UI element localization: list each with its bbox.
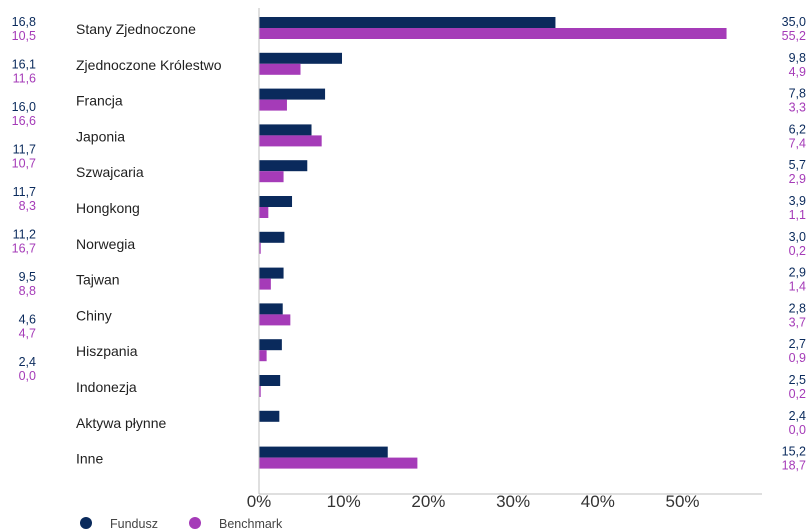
benchmark-bar (259, 350, 267, 362)
benchmark-bar (259, 386, 261, 397)
left-fund-value: 16,8 (12, 15, 36, 29)
fund-bar (259, 52, 343, 64)
benchmark-value-label: 7,4 (789, 136, 806, 150)
right-value-column: 35,055,29,84,97,83,36,27,45,72,93,91,13,… (782, 15, 806, 473)
fund-value-label: 6,2 (789, 122, 806, 136)
legend: Fundusz Benchmark (80, 517, 283, 531)
x-tick-label: 0% (247, 492, 272, 511)
x-tick-label: 30% (496, 492, 530, 511)
benchmark-value-label: 2,9 (789, 172, 806, 186)
category-label: Zjednoczone Królestwo (76, 57, 222, 73)
fund-bar (259, 196, 293, 207)
left-fund-value: 11,7 (13, 185, 36, 199)
benchmark-bar (259, 457, 418, 469)
category-label: Francja (76, 93, 123, 109)
bars-group (259, 17, 727, 469)
benchmark-value-label: 4,9 (789, 65, 806, 79)
benchmark-value-label: 0,2 (789, 244, 806, 258)
fund-value-label: 3,0 (789, 230, 806, 244)
fund-bar (259, 160, 308, 172)
fund-value-label: 9,8 (789, 51, 806, 65)
legend-fund-marker (80, 517, 92, 529)
fund-bar (259, 267, 284, 279)
fund-bar (259, 17, 556, 28)
left-fund-value: 16,1 (12, 58, 36, 72)
fund-bar (259, 446, 388, 458)
benchmark-value-label: 1,1 (789, 208, 806, 222)
left-value-column: 16,810,516,111,616,016,611,710,711,78,31… (12, 15, 36, 383)
benchmark-bar (259, 135, 322, 147)
legend-benchmark-label: Benchmark (219, 517, 283, 531)
left-fund-value: 2,4 (19, 355, 36, 369)
left-benchmark-value: 0,0 (19, 369, 36, 383)
fund-bar (259, 303, 283, 315)
fund-value-label: 2,4 (789, 409, 806, 423)
fund-bar (259, 339, 282, 351)
fund-value-label: 2,7 (789, 337, 806, 351)
benchmark-value-label: 3,3 (789, 101, 806, 115)
benchmark-value-label: 1,4 (789, 280, 806, 294)
category-label: Norwegia (76, 236, 135, 252)
x-tick-label: 20% (411, 492, 445, 511)
left-benchmark-value: 10,7 (12, 157, 36, 171)
left-fund-value: 9,5 (19, 270, 36, 284)
fund-value-label: 3,9 (789, 194, 806, 208)
benchmark-bar (259, 314, 291, 326)
benchmark-bar (259, 63, 301, 75)
benchmark-value-label: 0,9 (789, 351, 806, 365)
left-benchmark-value: 8,3 (19, 199, 36, 213)
category-label: Hiszpania (76, 343, 138, 359)
left-benchmark-value: 16,6 (12, 114, 36, 128)
left-fund-value: 11,7 (13, 143, 36, 157)
fund-bar (259, 88, 326, 100)
left-fund-value: 11,2 (13, 228, 36, 242)
x-tick-label: 10% (327, 492, 361, 511)
legend-benchmark-marker (189, 517, 201, 529)
fund-bar (259, 231, 285, 243)
fund-value-label: 35,0 (782, 15, 806, 29)
category-labels: Stany Zjednoczone Zjednoczone Królestwo Fr… (76, 21, 222, 467)
benchmark-bar (259, 278, 271, 290)
category-label: Hongkong (76, 200, 140, 216)
benchmark-bar (259, 99, 287, 111)
fund-value-label: 15,2 (782, 445, 806, 459)
left-benchmark-value: 10,5 (12, 29, 36, 43)
x-tick-label: 40% (581, 492, 615, 511)
category-label: Inne (76, 451, 103, 467)
benchmark-bar (259, 242, 261, 254)
benchmark-value-label: 3,7 (789, 315, 806, 329)
benchmark-bar (259, 207, 269, 218)
benchmark-bar (259, 28, 727, 39)
fund-value-label: 2,8 (789, 301, 806, 315)
left-fund-value: 4,6 (19, 313, 36, 327)
category-label: Chiny (76, 307, 112, 323)
benchmark-value-label: 0,0 (789, 423, 806, 437)
left-benchmark-value: 8,8 (19, 284, 36, 298)
fund-value-label: 7,8 (789, 87, 806, 101)
fund-bar (259, 124, 312, 136)
benchmark-value-label: 55,2 (782, 29, 806, 43)
fund-value-label: 5,7 (789, 158, 806, 172)
category-label: Aktywa płynne (76, 415, 166, 431)
benchmark-value-label: 0,2 (789, 387, 806, 401)
category-label: Japonia (76, 128, 125, 144)
fund-bar (259, 410, 280, 422)
category-label: Szwajcaria (76, 164, 144, 180)
x-tick-label: 50% (665, 492, 699, 511)
left-benchmark-value: 4,7 (19, 327, 36, 341)
left-benchmark-value: 16,7 (12, 242, 36, 256)
left-benchmark-value: 11,6 (13, 72, 36, 86)
left-fund-value: 16,0 (12, 100, 36, 114)
fund-bar (259, 375, 281, 386)
benchmark-value-label: 18,7 (782, 459, 806, 473)
benchmark-bar (259, 171, 284, 183)
x-axis: 0% 10% 20% 30% 40% 50% (247, 8, 762, 511)
category-label: Tajwan (76, 272, 120, 288)
legend-fund-label: Fundusz (110, 517, 158, 531)
fund-value-label: 2,9 (789, 266, 806, 280)
fund-value-label: 2,5 (789, 373, 806, 387)
category-label: Stany Zjednoczone (76, 21, 196, 37)
category-label: Indonezja (76, 379, 137, 395)
